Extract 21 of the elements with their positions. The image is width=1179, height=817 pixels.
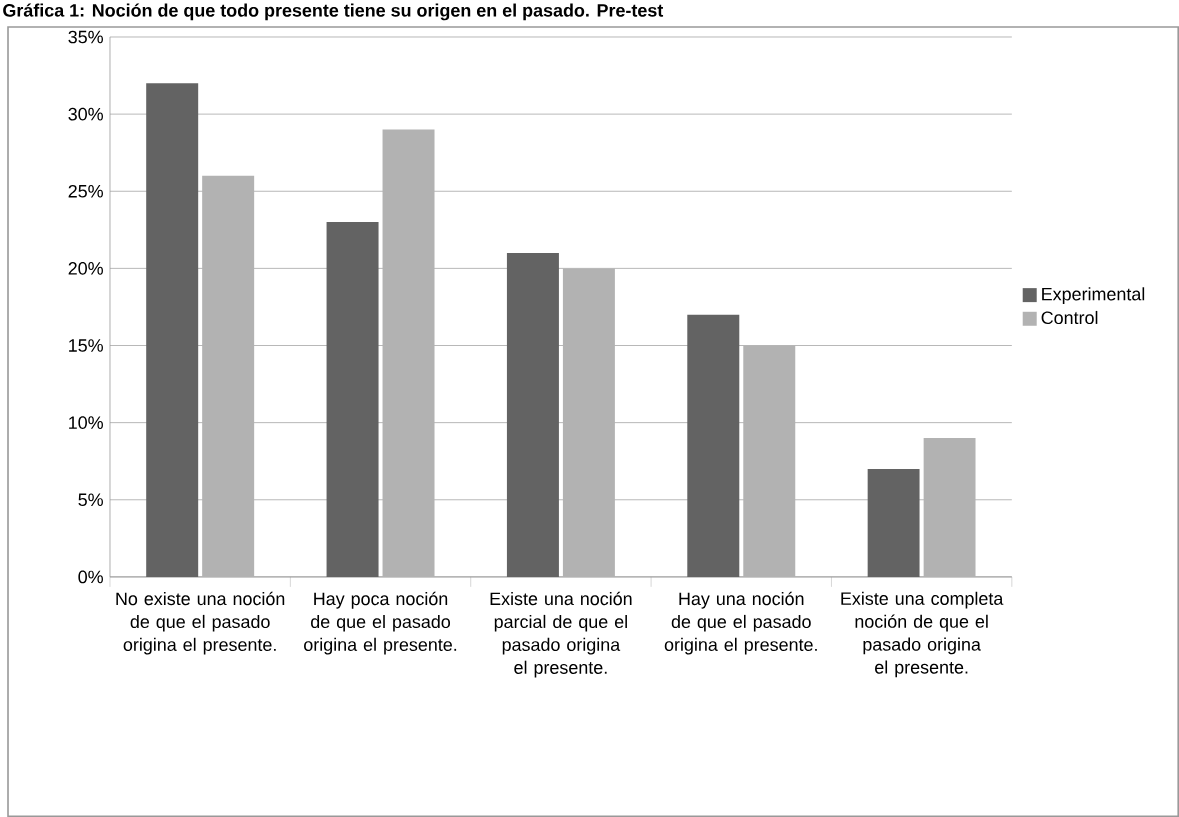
- x-tick-label: Existe una noción parcial de que el pasado origina el presente.: [490, 591, 632, 678]
- x-tick-label: Existe una completa noción de que el pasado origina el presente.: [841, 591, 1004, 678]
- bar: [867, 468, 920, 577]
- y-tick-label: 15%: [69, 339, 103, 352]
- y-tick-label: 10%: [69, 416, 103, 429]
- x-tick-label: No existe una noción de que el pasado origina el presente.: [116, 591, 285, 655]
- chart-title: Gráfica 1: Noción de que todo presente tiene su origen en el pasado. Pre-test: [3, 3, 664, 21]
- bar: [326, 222, 379, 577]
- bar: [146, 83, 199, 577]
- legend-label: Control: [1041, 310, 1098, 325]
- legend-label: Experimental: [1042, 287, 1145, 304]
- bar: [506, 252, 559, 577]
- bar: [687, 314, 740, 577]
- y-tick-label: 0%: [78, 570, 103, 584]
- y-tick-label: 35%: [68, 30, 103, 44]
- x-tick-label: Hay poca noción de que el pasado origina el presente.: [304, 591, 457, 655]
- y-tick-label: 30%: [68, 107, 103, 121]
- y-tick-label: 20%: [68, 262, 103, 275]
- y-tick-label: 25%: [68, 184, 103, 198]
- y-tick-label: 5%: [78, 493, 103, 507]
- x-tick-label: Hay una noción de que el pasado origina el presente.: [664, 591, 817, 655]
